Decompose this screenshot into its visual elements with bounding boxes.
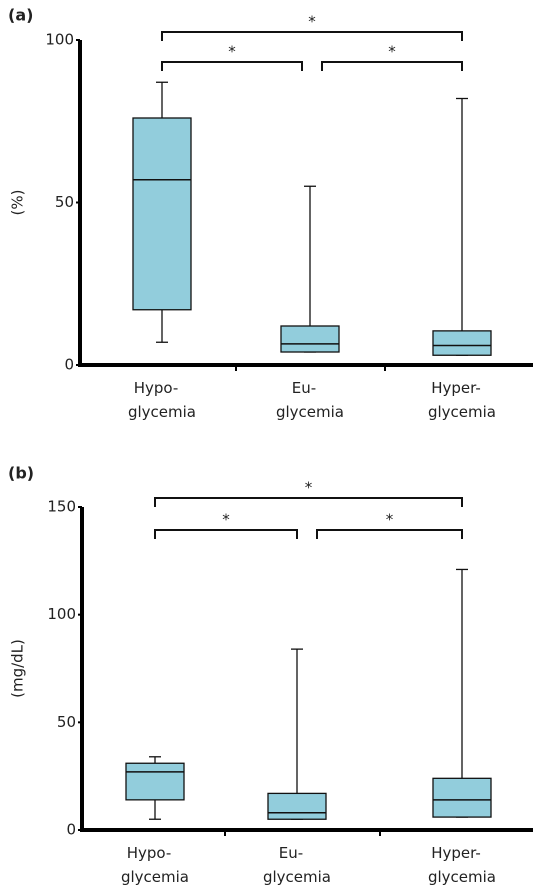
significance-bracket xyxy=(321,61,463,71)
x-tick-label: Hypo-glycemia xyxy=(128,379,196,421)
x-tick-label: Eu-glycemia xyxy=(276,379,344,421)
significance-label: * xyxy=(305,479,313,497)
panel-label: (b) xyxy=(8,464,34,483)
box xyxy=(267,792,327,820)
significance-bracket xyxy=(316,529,463,539)
box xyxy=(280,325,340,353)
significance-bracket xyxy=(161,61,303,71)
y-tick-label: 0 xyxy=(66,821,76,839)
box xyxy=(432,777,492,818)
y-tick-label: 50 xyxy=(55,193,74,211)
y-tick-label: 0 xyxy=(64,356,74,374)
y-tick-label: 100 xyxy=(47,605,76,623)
box xyxy=(132,117,192,311)
significance-label: * xyxy=(228,43,236,61)
y-tick-label: 150 xyxy=(47,498,76,516)
panel-label: (a) xyxy=(8,6,33,25)
significance-bracket xyxy=(154,497,463,507)
x-tick-label: Hypo-glycemia xyxy=(121,844,189,886)
significance-label: * xyxy=(386,511,394,529)
y-tick-label: 100 xyxy=(45,31,74,49)
y-axis-label: (%) xyxy=(9,190,27,216)
y-tick-label: 50 xyxy=(57,713,76,731)
significance-label: * xyxy=(222,511,230,529)
x-tick-label: Eu-glycemia xyxy=(263,844,331,886)
box xyxy=(125,762,185,801)
y-axis-label: (mg/dL) xyxy=(9,639,27,698)
significance-label: * xyxy=(388,43,396,61)
significance-bracket xyxy=(161,31,463,41)
significance-bracket xyxy=(154,529,298,539)
significance-label: * xyxy=(308,13,316,31)
x-tick-label: Hyper-glycemia xyxy=(428,844,496,886)
box xyxy=(432,330,492,356)
x-tick-label: Hyper-glycemia xyxy=(428,379,496,421)
